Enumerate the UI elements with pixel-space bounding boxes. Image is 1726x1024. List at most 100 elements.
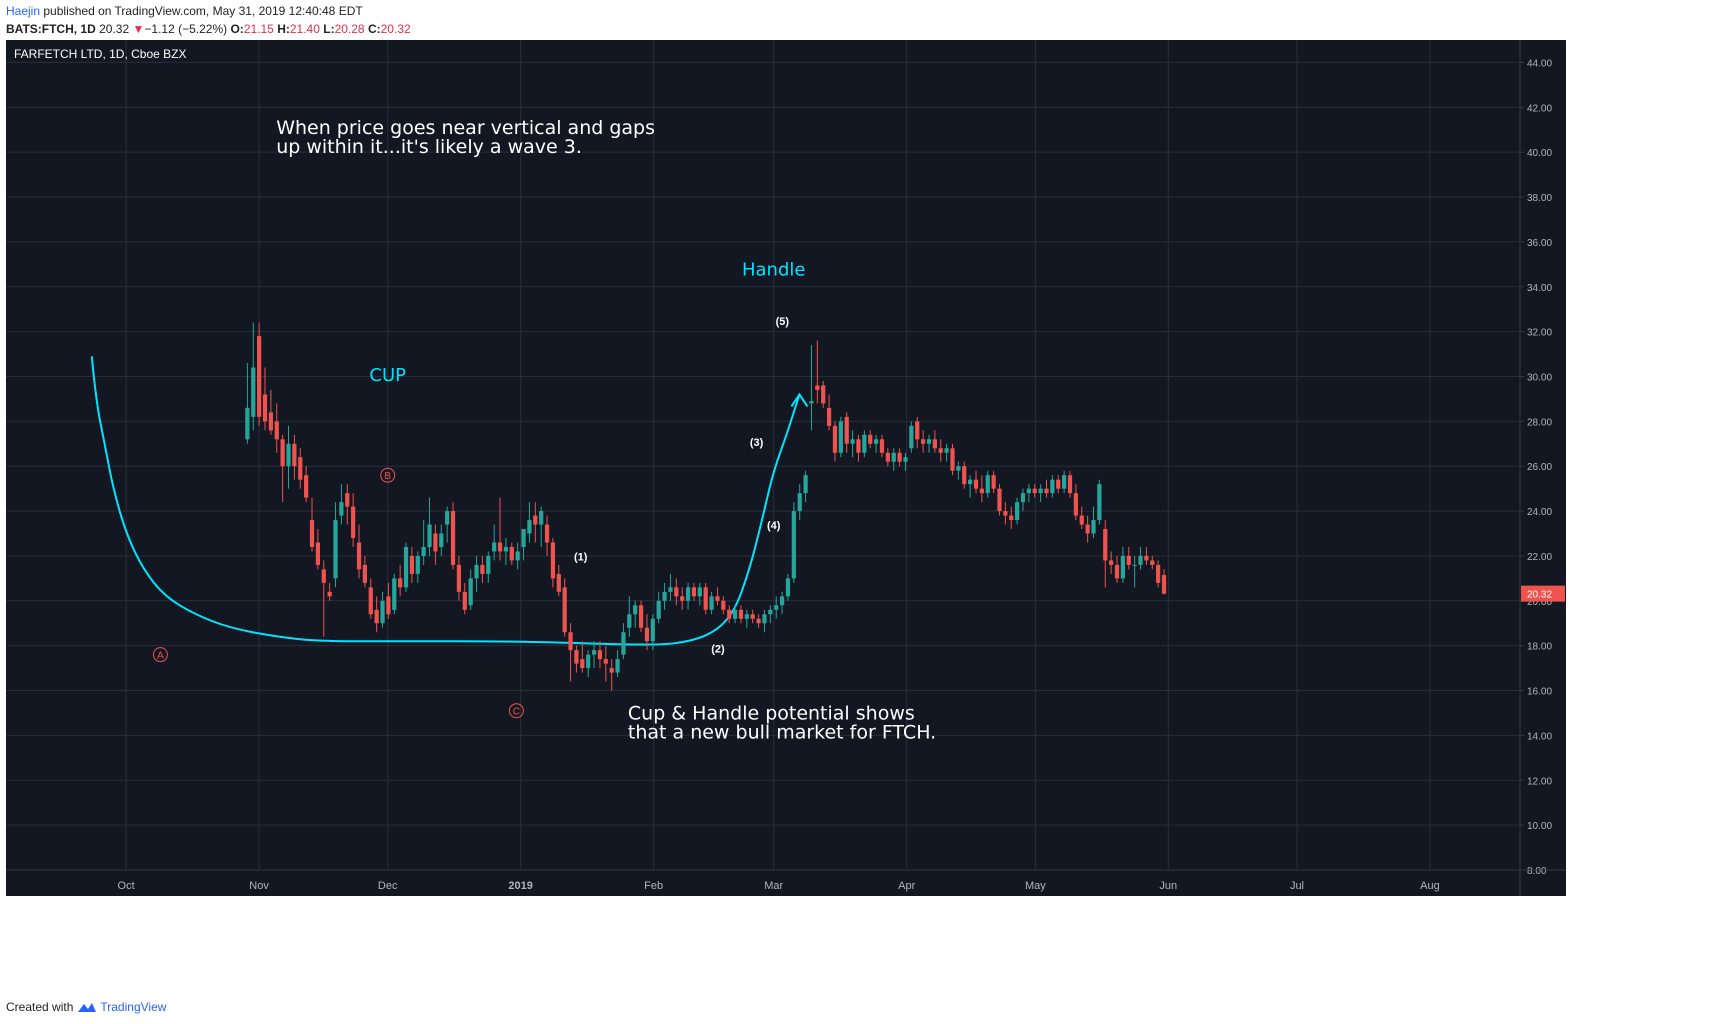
- candle-body: [1050, 479, 1055, 494]
- candle-body: [962, 466, 967, 485]
- candle: [979, 475, 984, 503]
- candle-body: [597, 650, 603, 660]
- candle: [304, 466, 309, 503]
- candle-body: [1126, 555, 1131, 565]
- candle: [1056, 475, 1061, 494]
- candle: [644, 614, 650, 651]
- candle: [738, 605, 744, 624]
- tradingview-logo[interactable]: TradingView: [77, 1000, 166, 1014]
- candle-body: [403, 546, 409, 588]
- candle: [621, 623, 626, 660]
- candle: [962, 461, 967, 489]
- abc-label-circle: [380, 467, 396, 483]
- candle: [539, 506, 544, 547]
- candle: [339, 484, 344, 525]
- candle-body: [1091, 520, 1096, 534]
- low-value: 20.28: [334, 22, 365, 36]
- candle-body: [809, 401, 814, 404]
- candle: [356, 524, 362, 579]
- candle: [268, 389, 274, 435]
- candle: [403, 542, 409, 592]
- footer: Created with TradingView: [6, 1000, 166, 1014]
- candle-body: [280, 439, 285, 467]
- candle-body: [333, 520, 338, 579]
- candle: [615, 650, 620, 678]
- x-tick-label: May: [1025, 880, 1046, 892]
- candle-body: [815, 385, 820, 390]
- candle-body: [950, 448, 955, 471]
- change-value: −1.12 (−5.22%): [144, 22, 228, 36]
- candle: [868, 430, 873, 449]
- candle: [562, 578, 567, 637]
- price-axis[interactable]: 8.00 10.00 12.00 14.00 16.00 18.00 20.00 22.00 2…: [1519, 40, 1565, 896]
- candle-body: [374, 609, 379, 624]
- candle-body: [433, 533, 438, 552]
- candle-body: [938, 448, 943, 453]
- candle-body: [609, 668, 614, 673]
- candle-body: [797, 493, 802, 512]
- candle-body: [856, 439, 861, 453]
- candle: [439, 524, 444, 556]
- price-axis-background: [1520, 40, 1566, 896]
- candle-body: [1161, 575, 1167, 594]
- candle: [1132, 555, 1137, 588]
- candle-body: [1032, 488, 1037, 494]
- candle-body: [1062, 475, 1067, 489]
- candle: [903, 452, 908, 471]
- candle: [938, 439, 943, 462]
- wave3-note: When price goes near vertical and gapsup…: [276, 117, 655, 158]
- candle: [515, 542, 520, 570]
- candle: [503, 538, 509, 565]
- candle: [815, 340, 820, 404]
- candle: [997, 484, 1002, 516]
- candle-body: [345, 493, 350, 507]
- candle-body: [956, 466, 961, 471]
- y-tick-label: 32.00: [1527, 328, 1552, 339]
- candle-body: [1120, 555, 1126, 579]
- candle-body: [697, 587, 702, 597]
- author-link[interactable]: Haejin: [6, 4, 41, 18]
- candle-body: [926, 439, 932, 444]
- candle: [580, 641, 585, 673]
- time-axis[interactable]: Oct Nov Dec 2019 Feb Mar Apr May Jun Jul Aug: [6, 869, 1566, 892]
- candle-body: [368, 587, 373, 615]
- candle: [480, 555, 485, 583]
- candle: [1009, 506, 1014, 530]
- candle: [427, 497, 432, 556]
- candle: [662, 582, 667, 610]
- chart-title: FARFETCH LTD, 1D, Cboe BZX: [14, 47, 186, 61]
- candle-body: [474, 564, 479, 579]
- close-label: C:: [367, 22, 381, 36]
- candle: [1126, 546, 1131, 570]
- x-tick-label: Jun: [1159, 880, 1177, 892]
- cup-handle-note-line: Cup & Handle potential shows: [628, 703, 915, 725]
- candle-body: [1156, 564, 1161, 583]
- tradingview-brand: TradingView: [100, 1000, 167, 1014]
- candle-body: [533, 515, 538, 525]
- candle-body: [844, 416, 849, 444]
- candle-body: [398, 578, 403, 588]
- candle: [967, 475, 973, 498]
- candle: [909, 421, 914, 453]
- ohlc-bar: BATS:FTCH, 1D 20.32 ▼−1.12 (−5.22%) O:21…: [6, 22, 411, 36]
- candle-body: [879, 439, 885, 453]
- x-tick-label: Apr: [898, 880, 915, 892]
- candle-body: [274, 421, 279, 440]
- candle: [468, 569, 473, 610]
- candle: [527, 502, 532, 543]
- candle-body: [380, 600, 385, 624]
- close-value: 20.32: [380, 22, 411, 36]
- last-price: 20.32: [99, 22, 130, 36]
- candle-body: [286, 443, 291, 467]
- candle-body: [362, 564, 368, 583]
- candle-body: [497, 542, 503, 552]
- candle: [944, 443, 949, 462]
- candle: [298, 448, 303, 489]
- candle: [885, 448, 890, 467]
- candle-body: [468, 578, 473, 606]
- candle-body: [838, 421, 843, 453]
- created-with-text: Created with: [6, 1000, 74, 1014]
- candle-body: [832, 425, 838, 453]
